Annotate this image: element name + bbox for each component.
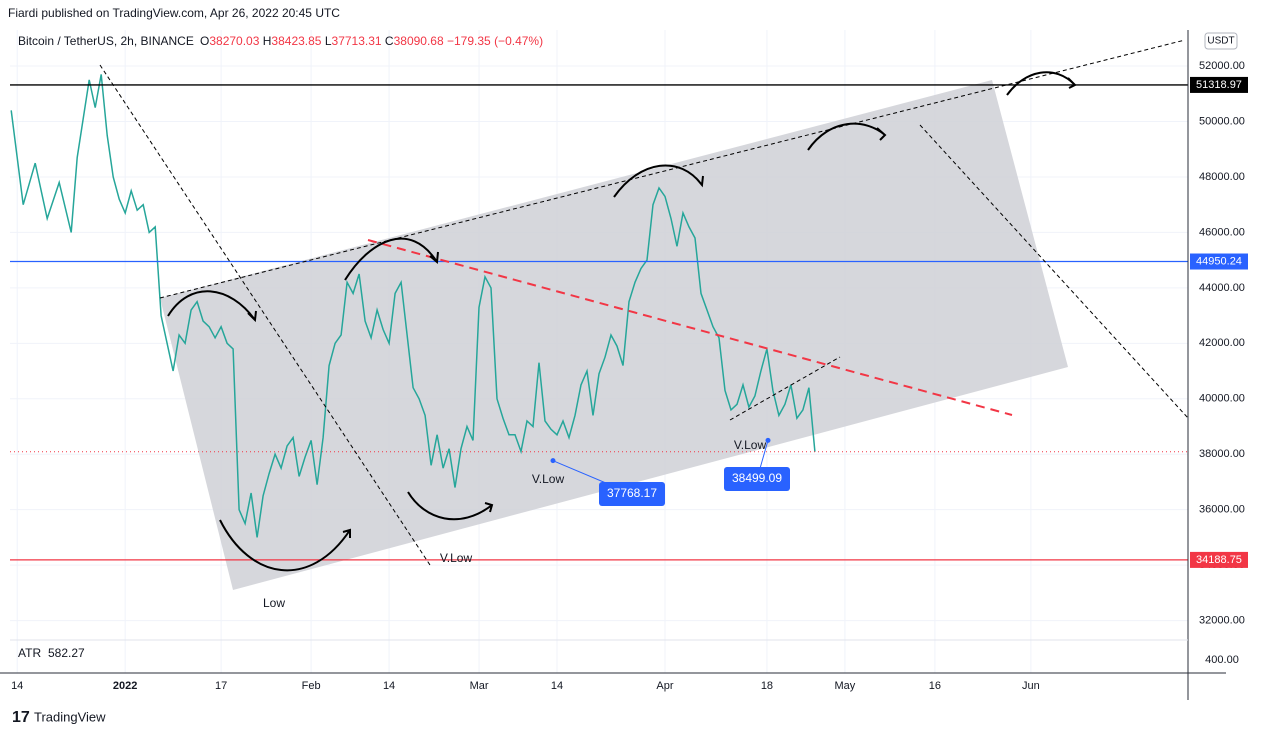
x-tick-label: May xyxy=(835,680,856,692)
y-tick-label: 50000.00 xyxy=(1199,115,1245,127)
arrow xyxy=(807,122,887,151)
x-tick-label: Mar xyxy=(470,680,489,692)
trend-line xyxy=(159,39,1186,299)
callout-label: 37768.17 xyxy=(607,486,657,500)
x-tick-label: 14 xyxy=(383,680,395,692)
legend-item: L xyxy=(325,34,332,48)
y-tick-label: 46000.00 xyxy=(1199,226,1245,238)
x-tick-label: Jun xyxy=(1022,680,1040,692)
legend-item: C xyxy=(385,34,394,48)
y-tick-label: 44000.00 xyxy=(1199,282,1245,294)
indicator-tick-label: 400.00 xyxy=(1205,654,1239,666)
currency-box xyxy=(1204,32,1238,50)
legend-item: 38423.85 xyxy=(271,34,321,48)
callout-point xyxy=(550,458,556,464)
level-label: 44950.24 xyxy=(1196,255,1242,267)
channel xyxy=(160,80,1068,590)
overlay: 37768.17 38499.09 V.Low V.Low V.Low Low xyxy=(263,437,790,610)
x-tick-label: Apr xyxy=(656,680,673,692)
legend-item: H xyxy=(263,34,272,48)
brand-logo: 17 xyxy=(12,709,30,726)
indicator-name: ATR xyxy=(18,646,41,660)
arrow xyxy=(407,491,494,521)
level-label: 51318.97 xyxy=(1196,79,1242,91)
y-tick-label: 32000.00 xyxy=(1199,614,1245,626)
trend-line xyxy=(99,64,431,566)
y-tick-label: 52000.00 xyxy=(1199,60,1245,72)
callout-box xyxy=(599,482,665,506)
x-tick-label: 14 xyxy=(551,680,563,692)
legend-item: 37713.31 xyxy=(332,34,382,48)
x-tick-label: 18 xyxy=(761,680,773,692)
level-badge xyxy=(1190,253,1248,270)
x-tick-label: 14 xyxy=(11,680,23,692)
legend-item: 38270.03 xyxy=(209,34,259,48)
callout-label: 38499.09 xyxy=(732,471,782,485)
price-layer xyxy=(10,74,1188,561)
legend-item: 38090.68 xyxy=(394,34,444,48)
level-badge xyxy=(1190,76,1248,93)
trend-line xyxy=(919,124,1189,419)
legend-item: O xyxy=(200,34,209,48)
y-tick-label: 38000.00 xyxy=(1199,448,1245,460)
arrow xyxy=(219,519,351,572)
level-label: 34188.75 xyxy=(1196,554,1242,566)
trend-lines xyxy=(99,39,1189,566)
arrow xyxy=(613,164,704,198)
annotation: V.Low xyxy=(440,551,473,565)
y-tick-label: 48000.00 xyxy=(1199,171,1245,183)
brand: TradingView xyxy=(34,709,106,724)
annotation: V.Low xyxy=(532,472,565,486)
y-tick-label: 42000.00 xyxy=(1199,337,1245,349)
ohlc-legend: O38270.03 H38423.85 L37713.31 C38090.68 … xyxy=(200,34,543,48)
callout-box xyxy=(724,467,790,491)
arrow xyxy=(1006,71,1077,96)
y-tick-label: 40000.00 xyxy=(1199,393,1245,405)
price-line xyxy=(10,74,816,538)
x-tick-label: 2022 xyxy=(113,680,137,692)
x-tick-label: Feb xyxy=(302,680,321,692)
currency: USDT xyxy=(1207,36,1234,47)
level-badge xyxy=(1190,551,1248,568)
y-tick-label: 36000.00 xyxy=(1199,504,1245,516)
callout-point xyxy=(765,437,771,443)
red-trend-line xyxy=(367,239,1013,416)
trend-line xyxy=(729,356,841,421)
arrow xyxy=(344,237,439,281)
arrows xyxy=(167,71,1077,572)
publisher: Fiardi published on TradingView.com, Apr… xyxy=(8,6,340,20)
x-tick-label: 17 xyxy=(215,680,227,692)
symbol-title: Bitcoin / TetherUS, 2h, BINANCE xyxy=(18,34,194,48)
legend-item: (−0.47%) xyxy=(494,34,543,48)
legend-item: −179.35 xyxy=(447,34,491,48)
arrow xyxy=(167,290,257,323)
annotation: V.Low xyxy=(734,438,767,452)
annotation: Low xyxy=(263,596,285,610)
x-tick-label: 16 xyxy=(929,680,941,692)
indicator-value: 582.27 xyxy=(48,646,85,660)
